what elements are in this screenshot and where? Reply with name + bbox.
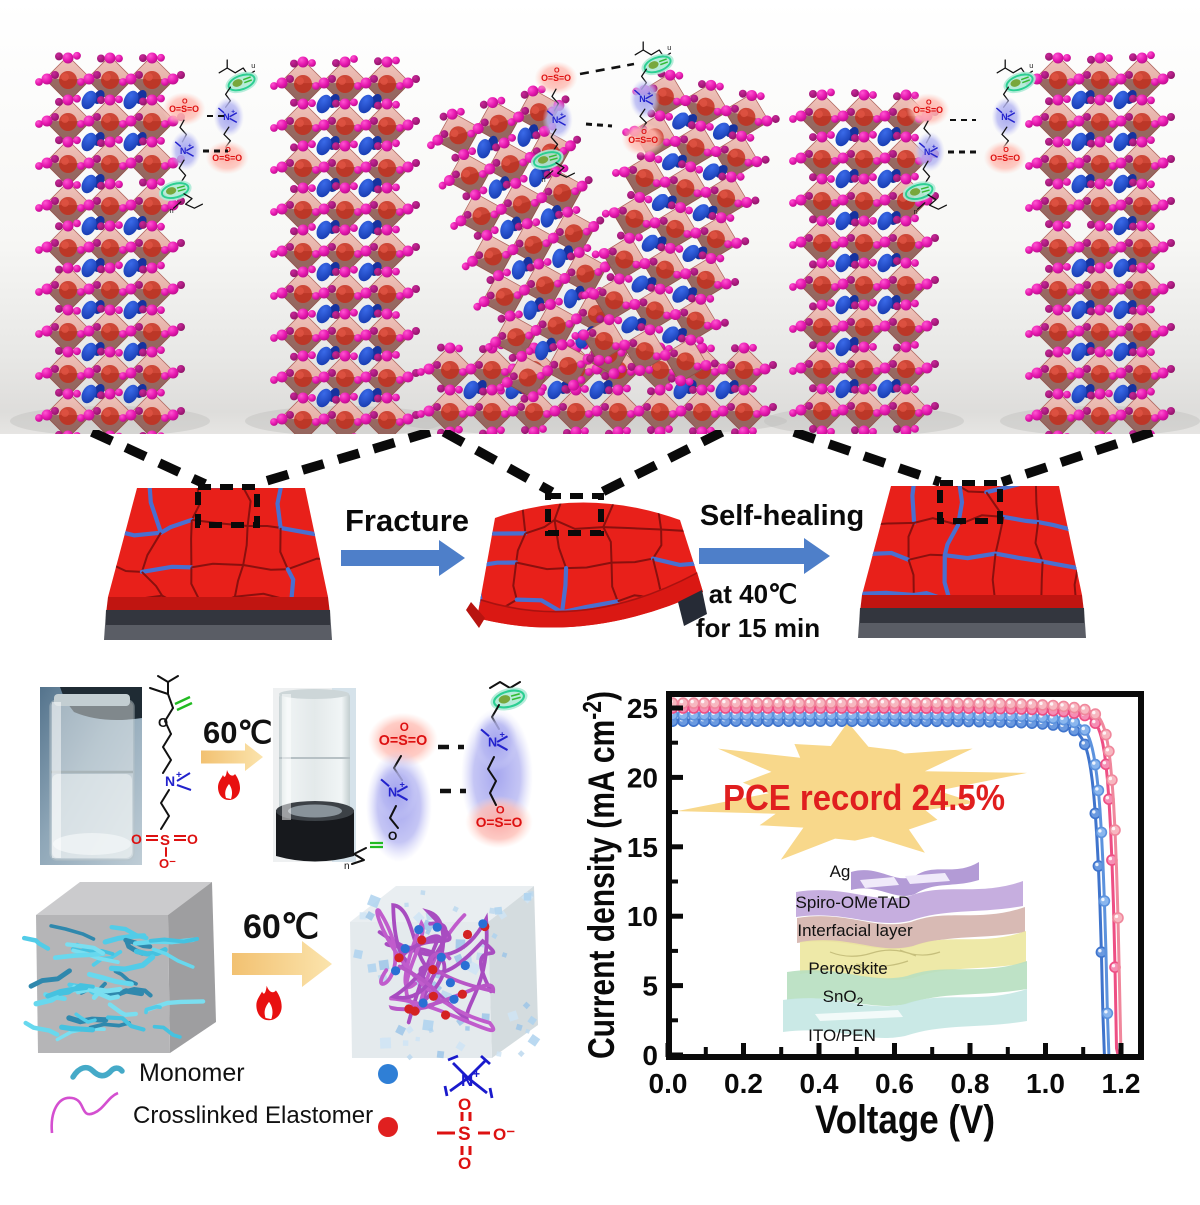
svg-text:N: N <box>180 146 186 156</box>
svg-text:O=S=O: O=S=O <box>169 104 199 114</box>
svg-text:n: n <box>542 175 546 184</box>
svg-text:O=S=O: O=S=O <box>212 153 242 163</box>
svg-text:u: u <box>667 43 671 52</box>
svg-text:u: u <box>1029 61 1033 70</box>
svg-text:O=S=O: O=S=O <box>476 815 523 830</box>
svg-text:+: + <box>932 143 936 150</box>
svg-text:60℃: 60℃ <box>203 715 272 750</box>
svg-text:O: O <box>458 1095 471 1114</box>
svg-text:N: N <box>388 786 397 800</box>
svg-text:N: N <box>1001 112 1007 122</box>
svg-text:Voltage (V): Voltage (V) <box>815 1098 995 1142</box>
svg-text:PCE record 24.5%: PCE record 24.5% <box>723 777 1005 818</box>
svg-text:0.8: 0.8 <box>951 1068 990 1099</box>
svg-text:Current density (mA cm-2): Current density (mA cm-2) <box>577 691 622 1059</box>
svg-text:Monomer: Monomer <box>139 1059 245 1087</box>
svg-text:O=S=O: O=S=O <box>628 135 658 145</box>
svg-text:SnO2: SnO2 <box>823 987 864 1009</box>
svg-text:O: O <box>158 715 168 730</box>
svg-text:O: O <box>641 127 647 136</box>
svg-text:N: N <box>924 147 930 157</box>
svg-text:O: O <box>182 96 188 105</box>
svg-text:O: O <box>458 1154 471 1173</box>
svg-text:Spiro-OMeTAD: Spiro-OMeTAD <box>796 893 911 912</box>
svg-text:O=S=O: O=S=O <box>913 105 943 115</box>
svg-text:n: n <box>914 207 918 216</box>
svg-text:1.0: 1.0 <box>1026 1068 1065 1099</box>
svg-text:+: + <box>499 729 504 739</box>
svg-text:for 15 min: for 15 min <box>696 613 820 643</box>
svg-text:O: O <box>554 65 560 74</box>
svg-text:N: N <box>552 115 558 125</box>
svg-text:0: 0 <box>642 1040 658 1071</box>
svg-text:+: + <box>647 91 651 98</box>
svg-text:O: O <box>400 721 409 734</box>
svg-text:O: O <box>131 831 142 847</box>
svg-text:O: O <box>1003 145 1009 154</box>
svg-text:O=S=O: O=S=O <box>990 153 1020 163</box>
svg-text:+: + <box>560 111 564 118</box>
svg-text:u: u <box>251 61 255 70</box>
svg-text:O: O <box>388 829 397 843</box>
svg-text:0.2: 0.2 <box>724 1068 763 1099</box>
svg-text:0.4: 0.4 <box>800 1068 839 1099</box>
svg-text:10: 10 <box>627 901 658 932</box>
svg-text:S: S <box>458 1124 471 1145</box>
svg-text:O: O <box>496 804 505 816</box>
svg-text:25: 25 <box>627 693 658 724</box>
svg-text:+: + <box>473 1067 480 1081</box>
svg-text:Crosslinked Elastomer: Crosslinked Elastomer <box>133 1102 373 1129</box>
svg-text:N: N <box>488 736 497 750</box>
svg-text:+: + <box>176 770 182 781</box>
svg-text:S: S <box>160 832 170 849</box>
svg-text:O: O <box>187 831 198 847</box>
svg-text:O=S=O: O=S=O <box>541 73 571 83</box>
svg-text:0.0: 0.0 <box>649 1068 688 1099</box>
svg-text:Self-healing: Self-healing <box>700 500 864 532</box>
svg-text:Interfacial layer: Interfacial layer <box>797 921 913 940</box>
svg-text:1.2: 1.2 <box>1102 1068 1141 1099</box>
svg-text:N: N <box>223 112 229 122</box>
svg-text:at 40℃: at 40℃ <box>709 579 797 609</box>
svg-text:O⁻: O⁻ <box>493 1125 515 1144</box>
svg-text:+: + <box>231 109 235 116</box>
svg-text:+: + <box>1009 109 1013 116</box>
svg-text:O⁻: O⁻ <box>159 856 176 871</box>
svg-text:N: N <box>461 1071 473 1090</box>
svg-text:n: n <box>344 861 350 872</box>
svg-text:20: 20 <box>627 762 658 793</box>
svg-text:0.6: 0.6 <box>875 1068 914 1099</box>
svg-text:Perovskite: Perovskite <box>808 959 887 978</box>
svg-text:ITO/PEN: ITO/PEN <box>808 1026 876 1045</box>
svg-text:O: O <box>225 145 231 154</box>
svg-text:60℃: 60℃ <box>243 908 319 946</box>
svg-text:N: N <box>639 94 645 104</box>
svg-text:O=S=O: O=S=O <box>379 733 427 749</box>
svg-text:O: O <box>926 97 932 106</box>
svg-text:Ag: Ag <box>830 862 851 881</box>
svg-text:15: 15 <box>627 832 658 863</box>
svg-text:N: N <box>165 773 175 789</box>
svg-text:+: + <box>399 779 404 789</box>
svg-text:n: n <box>170 206 174 215</box>
svg-text:5: 5 <box>642 971 658 1002</box>
svg-text:Fracture: Fracture <box>345 503 469 538</box>
svg-text:+: + <box>188 142 192 149</box>
